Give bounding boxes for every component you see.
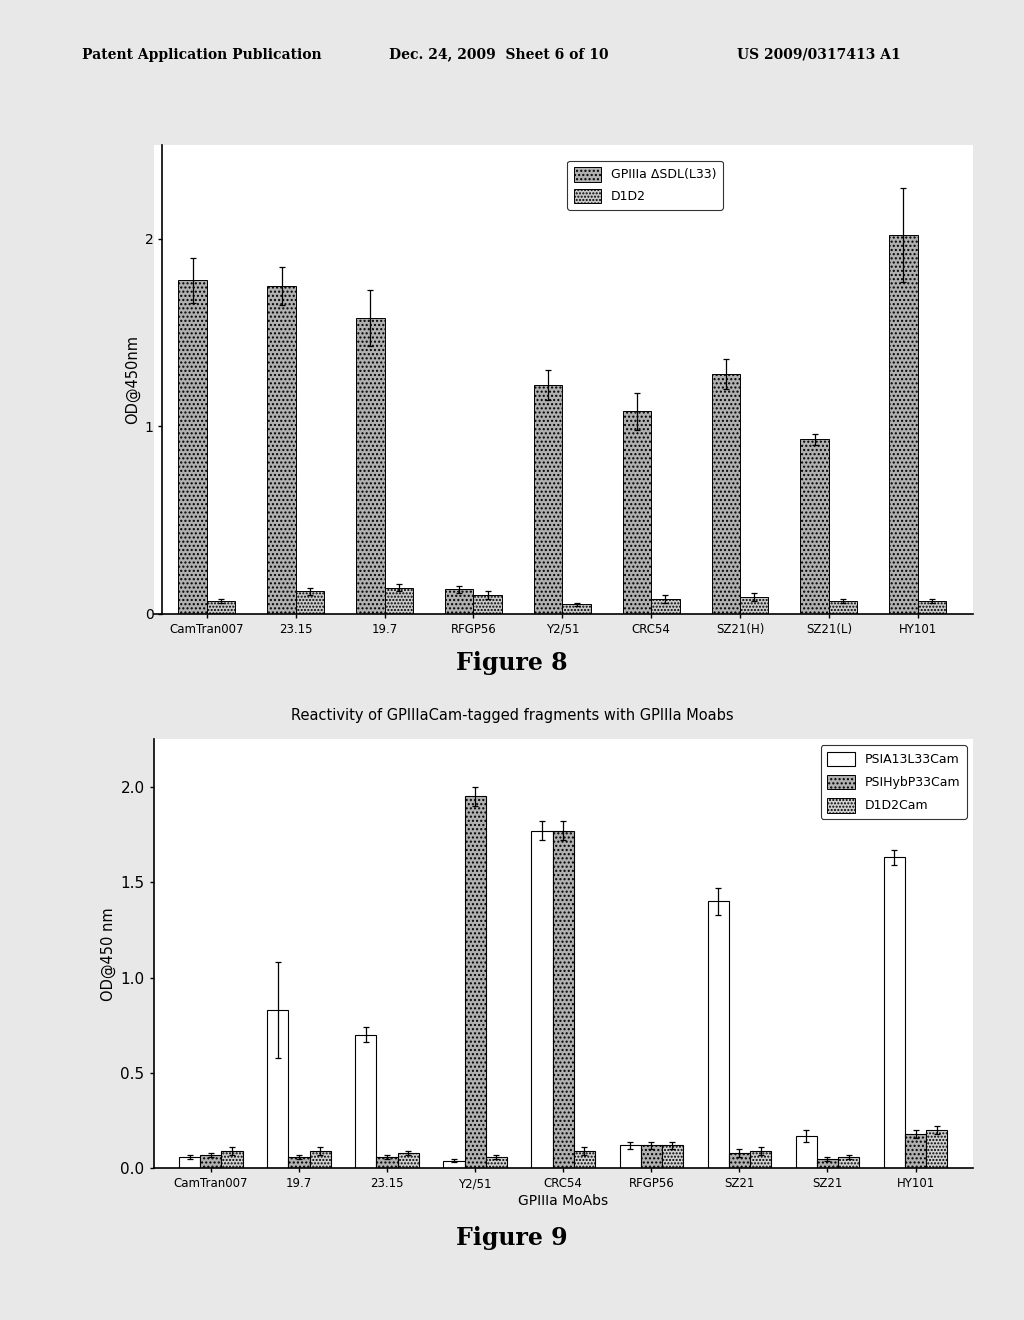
Y-axis label: OD@450nm: OD@450nm [125, 335, 140, 424]
Bar [620, 1146, 641, 1168]
Bar [289, 1156, 309, 1168]
Bar [267, 1010, 289, 1168]
Bar [712, 374, 740, 614]
Bar [889, 235, 918, 614]
Legend: PSIA13L33Cam, PSIHybP33Cam, D1D2Cam: PSIA13L33Cam, PSIHybP33Cam, D1D2Cam [821, 746, 967, 818]
Bar [623, 412, 651, 614]
Bar [207, 601, 236, 614]
Text: Reactivity of GPIIIaCam-tagged fragments with GPIIIa Moabs: Reactivity of GPIIIaCam-tagged fragments… [291, 708, 733, 723]
Bar [573, 1151, 595, 1168]
Bar [905, 1134, 926, 1168]
Bar [221, 1151, 243, 1168]
Bar [884, 858, 905, 1168]
Bar [828, 601, 857, 614]
Bar [729, 1152, 750, 1168]
Bar [377, 1156, 397, 1168]
Bar [562, 605, 591, 614]
Bar [485, 1156, 507, 1168]
Bar [531, 830, 553, 1168]
Bar [356, 318, 385, 614]
Bar [443, 1160, 465, 1168]
Bar [796, 1135, 817, 1168]
Bar [267, 286, 296, 614]
Bar [801, 440, 828, 614]
Text: Patent Application Publication: Patent Application Publication [82, 48, 322, 62]
Text: Figure 8: Figure 8 [456, 651, 568, 675]
Bar [662, 1146, 683, 1168]
Bar [553, 830, 573, 1168]
Bar [445, 590, 473, 614]
Bar [838, 1156, 859, 1168]
Bar [817, 1159, 838, 1168]
Bar [385, 587, 413, 614]
Text: US 2009/0317413 A1: US 2009/0317413 A1 [737, 48, 901, 62]
Bar [740, 597, 768, 614]
Bar [309, 1151, 331, 1168]
Bar [534, 385, 562, 614]
Bar [473, 595, 502, 614]
Bar [641, 1146, 662, 1168]
Bar [201, 1155, 221, 1168]
Text: Figure 9: Figure 9 [456, 1226, 568, 1250]
Bar [465, 796, 485, 1168]
Bar [926, 1130, 947, 1168]
Bar [355, 1035, 377, 1168]
Bar [708, 902, 729, 1168]
Bar [651, 599, 680, 614]
Bar [397, 1152, 419, 1168]
X-axis label: GPIIIa MoAbs: GPIIIa MoAbs [518, 1195, 608, 1208]
Y-axis label: OD@450 nm: OD@450 nm [101, 907, 117, 1001]
Bar [750, 1151, 771, 1168]
Bar [179, 1156, 201, 1168]
Bar [296, 591, 325, 614]
Text: Dec. 24, 2009  Sheet 6 of 10: Dec. 24, 2009 Sheet 6 of 10 [389, 48, 608, 62]
Legend: GPIIIa ΔSDL(L33), D1D2: GPIIIa ΔSDL(L33), D1D2 [567, 161, 723, 210]
Bar [178, 280, 207, 614]
Bar [918, 601, 946, 614]
